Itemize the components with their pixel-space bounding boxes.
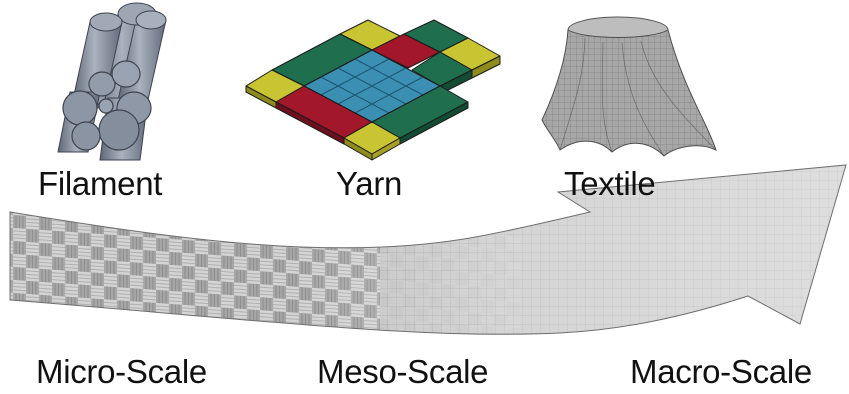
textile-illustration <box>541 16 717 157</box>
meso-scale-label: Meso-Scale <box>317 353 489 390</box>
yarn-illustration <box>245 19 501 161</box>
micro-scale-label: Micro-Scale <box>36 353 207 390</box>
yarn-label: Yarn <box>336 165 403 202</box>
macro-scale-label: Macro-Scale <box>630 353 812 390</box>
textile-label: Textile <box>564 165 656 202</box>
filament-label: Filament <box>38 165 163 202</box>
filament-illustration <box>57 2 167 161</box>
